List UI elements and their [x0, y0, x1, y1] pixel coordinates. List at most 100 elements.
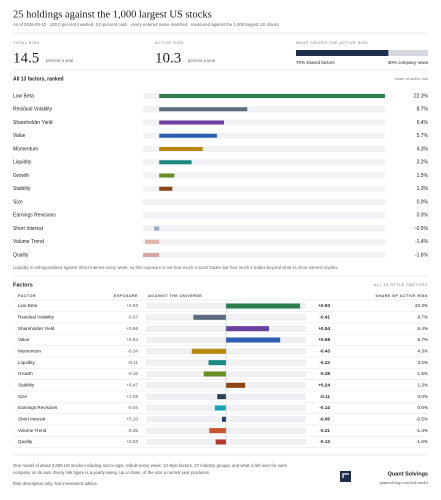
share: 0.0% — [418, 394, 428, 399]
bar — [159, 120, 225, 125]
exposure-bar — [226, 326, 270, 332]
bar-track — [143, 146, 385, 152]
share: -1.4% — [416, 428, 428, 433]
factor-label: Residual Volatility — [13, 107, 53, 113]
value-label: -1.6% — [415, 252, 429, 258]
exposure: -0.11 — [128, 360, 139, 365]
factor-label: Value — [13, 133, 26, 139]
section-subtitle: ALL 13 STYLE FACTORS — [374, 282, 428, 287]
footer-text: One model of about 3,000 US stocks inclu… — [13, 463, 288, 468]
column-header: share of active risk — [395, 76, 428, 81]
exposure: -0.16 — [128, 371, 139, 376]
exposure: -0.04 — [128, 405, 139, 410]
factor-name: Liquidity — [18, 360, 36, 365]
title: 25 holdings against the 1,000 largest US… — [13, 9, 212, 20]
active-exposure: +0.24 — [318, 383, 330, 388]
active-exposure: +0.68 — [318, 337, 330, 342]
exposure: +0.86 — [126, 326, 138, 331]
driver-label: 30% company news — [388, 60, 429, 65]
active-exposure: -0.41 — [320, 315, 331, 320]
brand-logo — [340, 471, 351, 482]
bar-track — [143, 225, 385, 232]
bar-track — [143, 159, 385, 166]
value-label: -0.5% — [415, 226, 429, 232]
factor-label: Stability — [13, 186, 31, 192]
active-exposure: -0.14 — [320, 405, 331, 410]
share: 1.5% — [418, 371, 428, 376]
section-title: Factors — [13, 282, 33, 288]
active-exposure: +0.54 — [318, 326, 330, 331]
exposure-bar — [222, 416, 226, 422]
factor-label: Earnings Revisions — [13, 213, 56, 219]
exposure: -0.67 — [128, 315, 139, 320]
bar — [159, 147, 203, 151]
bar — [159, 160, 192, 165]
exposure-bar — [226, 337, 281, 343]
value-label: 1.3% — [417, 186, 429, 192]
exposure: +0.10 — [126, 417, 138, 422]
share: -0.5% — [416, 417, 428, 422]
value-label: -1.4% — [415, 239, 429, 245]
kpi-value: 10.3 — [155, 50, 181, 66]
bar — [145, 239, 160, 244]
exposure: +0.47 — [126, 383, 138, 388]
factor-label: Size — [13, 199, 23, 205]
disclaimer: Risk description only. Not investment ad… — [13, 481, 98, 486]
active-exposure: -0.13 — [320, 439, 331, 444]
exposure-bar — [193, 314, 226, 320]
bar — [143, 253, 160, 257]
factor-label: Short Interest — [13, 226, 44, 232]
bar — [159, 186, 173, 191]
factor-label: Low Beta — [13, 93, 34, 99]
bar — [159, 133, 217, 138]
factor-name: Earnings Revisions — [18, 405, 58, 410]
factor-label: Growth — [13, 173, 29, 179]
share: 22.3% — [415, 303, 428, 308]
share: 6.4% — [418, 326, 428, 331]
value-label: 8.7% — [417, 107, 429, 113]
factor-name: Low Beta — [18, 303, 38, 308]
bar-track — [143, 238, 385, 245]
kpi-value: 14.5 — [13, 50, 39, 66]
active-exposure: +0.93 — [318, 303, 330, 308]
factor-name: Growth — [18, 371, 33, 376]
exposure-bar — [214, 405, 226, 411]
exposure-bar — [217, 394, 226, 400]
exposure: +0.23 — [126, 439, 138, 444]
factor-name: Size — [18, 394, 27, 399]
bar-track — [143, 185, 385, 192]
value-label: 0.0% — [417, 199, 429, 205]
bar-track — [143, 132, 385, 139]
factor-label: Quality — [13, 252, 29, 258]
table-header: SHARE OF ACTIVE RISK — [375, 294, 428, 298]
brand-url: quantsolvings.com/risk-model — [379, 480, 428, 485]
bar-track — [143, 119, 385, 126]
footer-text: company on its own. Every risk figure is… — [13, 470, 210, 475]
table-header: EXPOSURE — [114, 294, 138, 298]
value-label: 6.4% — [417, 120, 429, 126]
factor-name: Short Interest — [18, 417, 46, 422]
value-label: 22.3% — [414, 93, 429, 99]
exposure-bar — [191, 348, 226, 354]
table-header: AGAINST THE UNIVERSE — [148, 294, 202, 298]
exposure-bar — [208, 360, 226, 366]
kpi-label: TOTAL RISK — [13, 41, 40, 45]
factor-label: Shareholder Yield — [13, 120, 53, 126]
share: -1.6% — [416, 439, 428, 444]
active-exposure: -0.22 — [320, 360, 331, 365]
brand-name: Quant Solvings — [388, 471, 428, 477]
exposure-bar — [203, 371, 226, 377]
active-exposure: -0.05 — [320, 417, 331, 422]
factor-name: Shareholder Yield — [18, 326, 55, 331]
share: 4.3% — [418, 349, 428, 354]
exposure-bar — [226, 303, 301, 309]
factor-name: Residual Volatility — [18, 315, 55, 320]
bar-track — [143, 252, 385, 258]
subtitle: As of 2026-09-12 · 100.0 percent investe… — [13, 22, 279, 27]
value-label: 0.0% — [417, 213, 429, 219]
bar-track — [143, 172, 385, 179]
share: 1.3% — [418, 383, 428, 388]
share: 3.2% — [418, 360, 428, 365]
